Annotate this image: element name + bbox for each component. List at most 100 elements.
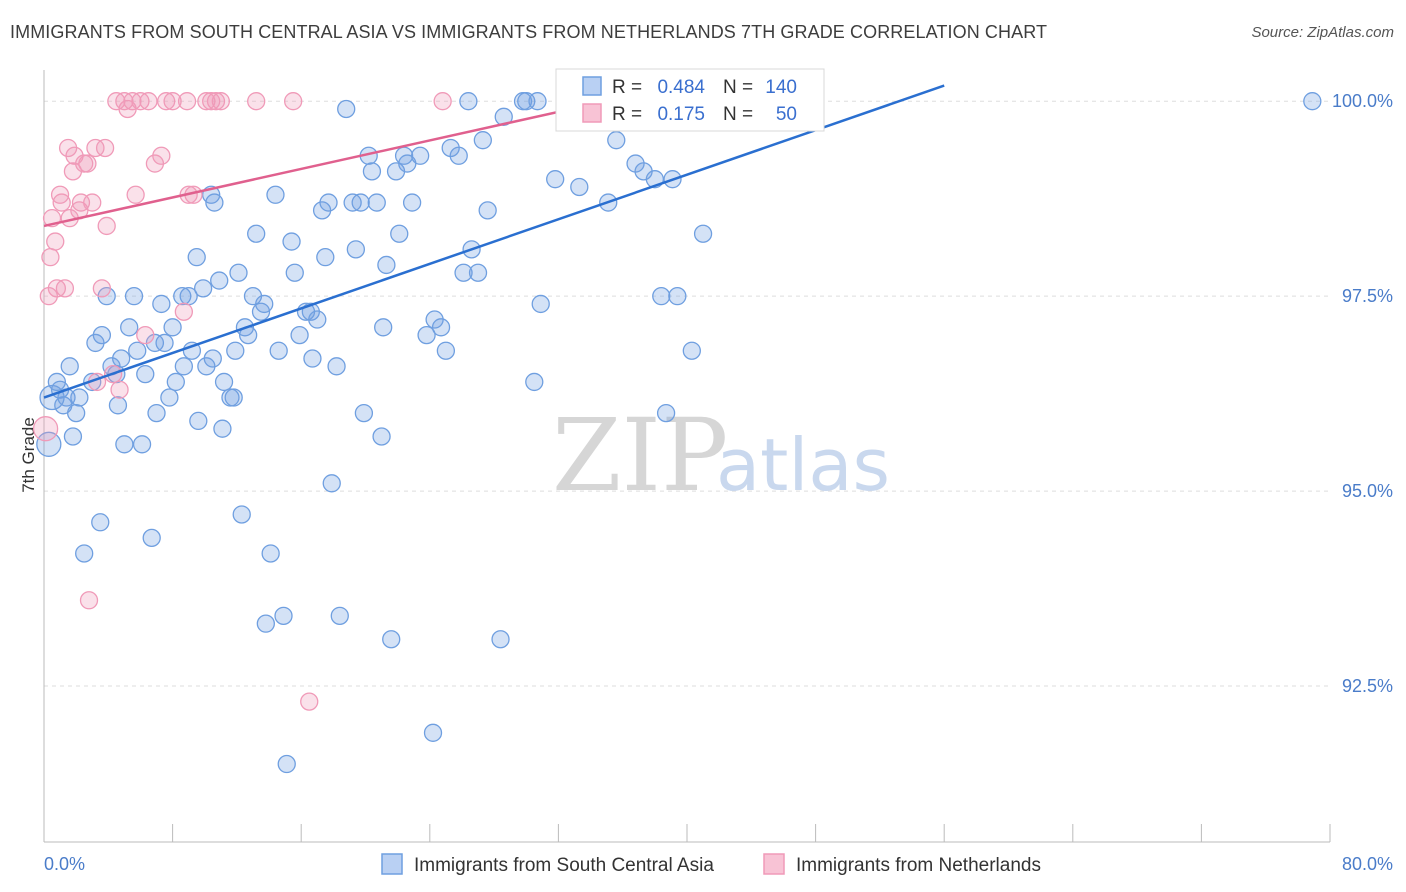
point-netherlands-30: [126, 185, 145, 204]
point-south-central-asia-25: [136, 364, 155, 384]
point-south-central-asia-116: [546, 170, 565, 189]
point-netherlands-49: [433, 92, 452, 111]
point-south-central-asia-33: [166, 372, 185, 392]
y-axis-label: 7th Grade: [19, 417, 38, 493]
stats-legend: R = 0.484 N = 140 R = 0.175 N = 50: [555, 68, 825, 132]
point-south-central-asia-34: [173, 286, 192, 306]
point-south-central-asia-77: [330, 606, 349, 626]
point-south-central-asia-13: [91, 513, 110, 532]
point-netherlands-35: [152, 146, 171, 165]
point-south-central-asia-73: [316, 248, 335, 267]
point-south-central-asia-40: [193, 279, 213, 298]
trend-line-netherlands: [43, 99, 607, 228]
y-tick-label-1: 95.0%: [1342, 481, 1393, 501]
point-south-central-asia-81: [351, 193, 370, 212]
point-south-central-asia-26: [142, 528, 161, 548]
point-netherlands-8: [55, 279, 75, 298]
point-south-central-asia-65: [282, 232, 301, 251]
point-south-central-asia-32: [163, 318, 182, 337]
point-south-central-asia-107: [473, 131, 492, 150]
point-south-central-asia-74: [319, 193, 338, 212]
bottom-legend-swatch-blue: [381, 853, 403, 875]
point-netherlands-0: [32, 416, 59, 442]
point-netherlands-19: [86, 138, 105, 158]
point-south-central-asia-10: [75, 544, 94, 563]
point-south-central-asia-115: [531, 294, 550, 314]
point-south-central-asia-60: [261, 544, 280, 563]
point-south-central-asia-71: [308, 310, 327, 329]
point-south-central-asia-124: [652, 286, 671, 306]
point-south-central-asia-63: [274, 606, 293, 626]
point-south-central-asia-30: [155, 333, 174, 353]
point-south-central-asia-104: [459, 92, 478, 111]
bottom-legend-swatch-pink: [763, 853, 785, 875]
point-south-central-asia-59: [256, 614, 275, 633]
point-south-central-asia-94: [402, 193, 422, 212]
point-south-central-asia-80: [346, 240, 366, 259]
chart-title: IMMIGRANTS FROM SOUTH CENTRAL ASIA VS IM…: [10, 22, 1048, 42]
point-south-central-asia-67: [290, 325, 309, 345]
point-netherlands-21: [92, 279, 112, 298]
legend-n-value-1: 140: [765, 77, 797, 98]
y-tick-label-2: 97.5%: [1342, 286, 1393, 306]
point-south-central-asia-78: [337, 99, 356, 119]
point-south-central-asia-66: [285, 263, 304, 282]
point-south-central-asia-7: [63, 427, 83, 446]
point-netherlands-16: [78, 154, 97, 173]
point-south-central-asia-44: [205, 193, 224, 212]
point-south-central-asia-70: [303, 349, 322, 368]
point-south-central-asia-39: [189, 411, 208, 431]
bottom-legend-label-pink: Immigrants from Netherlands: [796, 855, 1041, 876]
point-south-central-asia-118: [570, 177, 589, 197]
point-south-central-asia-0: [36, 431, 62, 457]
point-south-central-asia-87: [374, 318, 393, 337]
source-label: Source: ZipAtlas.com: [1251, 24, 1394, 41]
point-south-central-asia-125: [656, 403, 676, 423]
point-south-central-asia-110: [494, 107, 513, 126]
point-south-central-asia-99: [431, 318, 451, 337]
point-south-central-asia-131: [1303, 92, 1322, 111]
point-south-central-asia-120: [607, 131, 626, 150]
point-netherlands-42: [197, 92, 216, 111]
point-south-central-asia-9: [70, 388, 89, 407]
point-netherlands-38: [174, 302, 194, 321]
point-south-central-asia-89: [382, 630, 401, 649]
point-south-central-asia-75: [322, 474, 341, 493]
legend-r-value-1: 0.484: [657, 77, 705, 98]
point-south-central-asia-52: [232, 505, 251, 524]
point-south-central-asia-29: [152, 294, 171, 314]
point-south-central-asia-95: [411, 146, 430, 165]
point-netherlands-48: [300, 692, 319, 711]
point-south-central-asia-47: [214, 372, 234, 392]
point-south-central-asia-56: [247, 224, 266, 243]
point-south-central-asia-21: [120, 318, 139, 337]
point-south-central-asia-108: [478, 201, 497, 220]
point-south-central-asia-18: [108, 396, 128, 415]
y-tick-label-3: 100.0%: [1332, 91, 1393, 111]
point-south-central-asia-28: [147, 403, 166, 423]
point-south-central-asia-86: [372, 427, 391, 446]
point-netherlands-43: [202, 92, 221, 111]
point-netherlands-47: [284, 92, 303, 111]
watermark-atlas: atlas: [716, 423, 890, 507]
point-south-central-asia-76: [327, 357, 346, 376]
point-south-central-asia-82: [354, 403, 374, 423]
series-south-central-asia-points: [36, 92, 1322, 774]
point-south-central-asia-8: [67, 403, 86, 423]
point-south-central-asia-35: [174, 357, 194, 376]
point-south-central-asia-19: [112, 349, 131, 368]
x-axis-ticks: [43, 824, 1331, 842]
point-south-central-asia-51: [229, 263, 248, 282]
point-south-central-asia-58: [255, 294, 274, 314]
legend-swatch-blue: [582, 76, 602, 96]
point-south-central-asia-6: [60, 357, 79, 376]
point-south-central-asia-96: [417, 325, 436, 345]
legend-n-value-2: 50: [776, 104, 797, 125]
point-netherlands-46: [247, 92, 266, 111]
point-netherlands-32: [136, 325, 155, 345]
point-netherlands-4: [46, 232, 65, 251]
point-south-central-asia-23: [128, 341, 147, 360]
point-netherlands-33: [139, 92, 158, 111]
point-south-central-asia-103: [454, 263, 473, 282]
